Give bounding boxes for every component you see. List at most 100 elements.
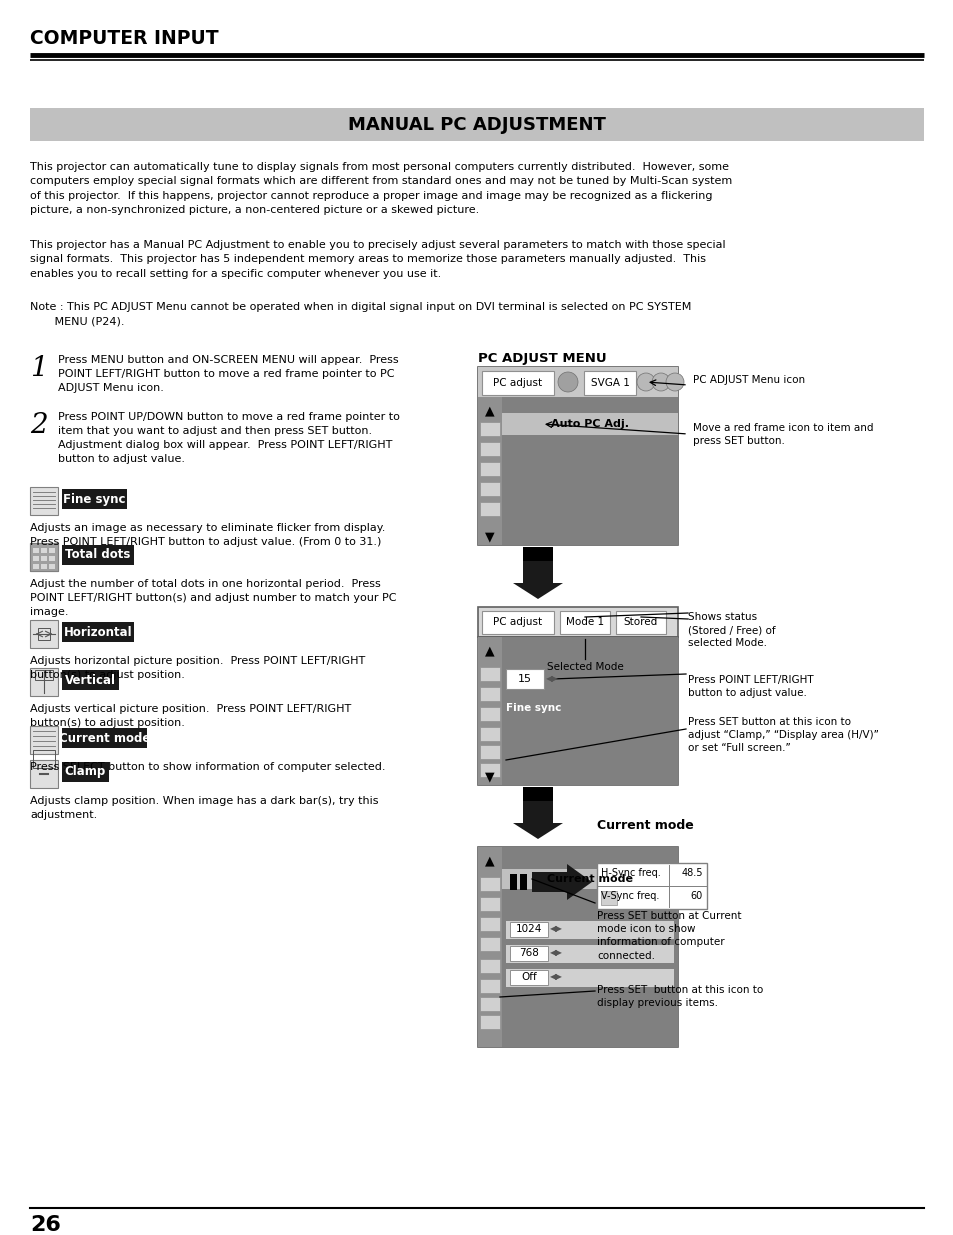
Text: Press SET  button at this icon to
display previous items.: Press SET button at this icon to display… (597, 986, 762, 1008)
Polygon shape (513, 802, 562, 839)
Bar (41, 564, 47, 569)
Bar (477, 396, 501, 545)
Bar (479, 960, 499, 973)
Text: Press POINT UP/DOWN button to move a red frame pointer to
item that you want to : Press POINT UP/DOWN button to move a red… (58, 412, 399, 464)
Text: Current mode: Current mode (59, 731, 150, 745)
Bar (505, 969, 673, 987)
Text: Adjusts horizontal picture position.  Press POINT LEFT/RIGHT
button(s) to adjust: Adjusts horizontal picture position. Pre… (30, 656, 365, 680)
Bar (481, 370, 554, 395)
Text: Total dots: Total dots (65, 548, 131, 562)
Bar (479, 706, 499, 721)
Bar (510, 969, 547, 986)
Bar (62, 671, 119, 690)
Text: 15: 15 (517, 674, 532, 684)
Text: 48.5: 48.5 (680, 868, 702, 878)
Text: ◀▶: ◀▶ (545, 674, 558, 683)
Text: Clamp: Clamp (65, 766, 106, 778)
Bar (41, 548, 47, 553)
Circle shape (665, 373, 683, 391)
Text: COMPUTER INPUT: COMPUTER INPUT (30, 28, 218, 48)
Bar (510, 946, 547, 961)
Bar (505, 669, 543, 689)
Bar (479, 501, 499, 516)
Bar (501, 847, 678, 1047)
Text: H-Sync freq.: H-Sync freq. (600, 868, 660, 878)
Bar (49, 564, 55, 569)
Bar (30, 668, 58, 697)
Bar (479, 763, 499, 777)
Bar (49, 548, 55, 553)
Bar (62, 489, 127, 509)
Bar (33, 564, 39, 569)
Text: Adjusts vertical picture position.  Press POINT LEFT/RIGHT
button(s) to adjust p: Adjusts vertical picture position. Press… (30, 704, 351, 727)
Bar (600, 890, 617, 905)
Bar (479, 442, 499, 456)
Bar (505, 921, 673, 939)
Bar (41, 556, 47, 561)
Bar (597, 863, 706, 909)
Bar (479, 997, 499, 1011)
Bar (479, 422, 499, 436)
Bar (479, 979, 499, 993)
Text: PC adjust: PC adjust (493, 378, 542, 388)
Text: Note : This PC ADJUST Menu cannot be operated when in digital signal input on DV: Note : This PC ADJUST Menu cannot be ope… (30, 303, 691, 326)
Bar (479, 727, 499, 741)
Text: ▼: ▼ (485, 771, 495, 783)
Bar (38, 629, 50, 640)
Bar (30, 620, 58, 648)
Bar (62, 622, 133, 642)
Bar (477, 637, 501, 785)
Bar (522, 547, 553, 561)
Bar (519, 874, 526, 890)
Text: Stored: Stored (623, 618, 658, 627)
Text: PC ADJUST Menu icon: PC ADJUST Menu icon (692, 375, 804, 385)
Text: Auto PC Adj.: Auto PC Adj. (551, 419, 628, 429)
Polygon shape (532, 864, 592, 900)
Text: V-Sync freq.: V-Sync freq. (600, 890, 659, 902)
Bar (477, 606, 678, 637)
Bar (477, 847, 501, 1047)
Text: PC ADJUST MENU: PC ADJUST MENU (477, 352, 606, 366)
Bar (522, 787, 553, 802)
Text: 26: 26 (30, 1215, 61, 1235)
Bar (30, 760, 58, 788)
Bar (33, 750, 55, 768)
Bar (479, 918, 499, 931)
Bar (49, 556, 55, 561)
Text: Mode 1: Mode 1 (565, 618, 603, 627)
Bar (505, 945, 673, 963)
Bar (477, 367, 678, 396)
Text: 768: 768 (518, 948, 538, 958)
Bar (33, 548, 39, 553)
Circle shape (558, 372, 578, 391)
Bar (62, 762, 109, 782)
Text: ▲: ▲ (485, 645, 495, 657)
Text: PC adjust: PC adjust (493, 618, 542, 627)
Bar (30, 543, 58, 571)
Text: Press SET button at Current
mode icon to show
information of computer
connected.: Press SET button at Current mode icon to… (597, 911, 740, 961)
Text: Horizontal: Horizontal (64, 625, 132, 638)
Bar (30, 487, 58, 515)
Text: Fine sync: Fine sync (63, 493, 126, 505)
Bar (477, 637, 678, 785)
Bar (479, 462, 499, 475)
Text: Off: Off (520, 972, 537, 982)
Text: Press SET button at this icon to
adjust “Clamp,” “Display area (H/V)”
or set “Fu: Press SET button at this icon to adjust … (687, 718, 878, 753)
Circle shape (637, 373, 655, 391)
Circle shape (651, 373, 669, 391)
Bar (479, 897, 499, 911)
Bar (62, 727, 147, 748)
Bar (30, 543, 58, 571)
Bar (30, 107, 923, 141)
Bar (501, 412, 678, 435)
Text: 1: 1 (30, 354, 48, 382)
Text: 60: 60 (690, 890, 702, 902)
Bar (479, 482, 499, 496)
Text: ▼: ▼ (485, 531, 495, 543)
Text: ▲: ▲ (485, 855, 495, 867)
Bar (501, 396, 678, 545)
Text: 1024: 1024 (516, 924, 541, 934)
Polygon shape (513, 561, 562, 599)
Bar (501, 637, 678, 785)
Bar (30, 726, 58, 755)
